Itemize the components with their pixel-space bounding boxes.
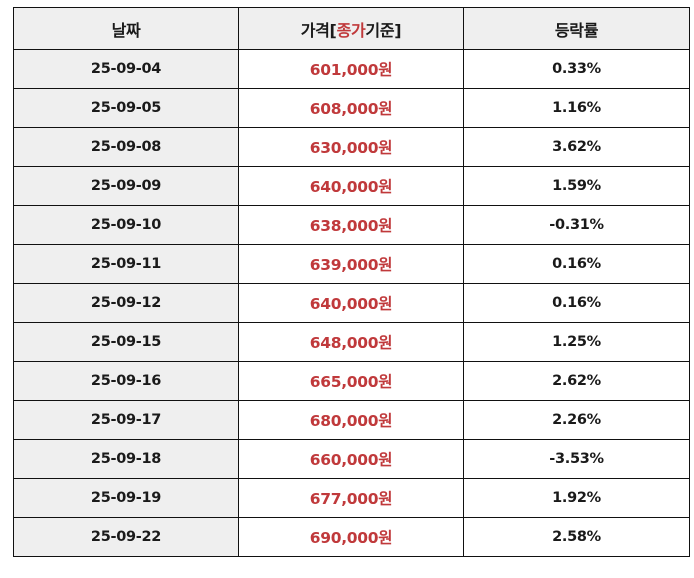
- table-row: 25-09-15 648,000원 1.25%: [13, 322, 690, 362]
- price-cell: 660,000원: [238, 439, 464, 479]
- stock-price-table: 날짜 가격[종가기준] 등락률 25-09-04 601,000원 0.33% 25-…: [13, 7, 690, 557]
- table-row: 25-09-19 677,000원 1.92%: [13, 478, 690, 518]
- change-cell: 0.16%: [463, 244, 690, 284]
- date-cell: 25-09-10: [13, 205, 239, 245]
- price-cell: 677,000원: [238, 478, 464, 518]
- change-cell: 2.62%: [463, 361, 690, 401]
- change-cell: 2.26%: [463, 400, 690, 440]
- price-cell: 601,000원: [238, 49, 464, 89]
- table-row: 25-09-10 638,000원 -0.31%: [13, 205, 690, 245]
- change-cell: 3.62%: [463, 127, 690, 167]
- header-price-accent: 종가: [336, 20, 366, 40]
- table-row: 25-09-18 660,000원 -3.53%: [13, 439, 690, 479]
- change-cell: 1.25%: [463, 322, 690, 362]
- price-cell: 640,000원: [238, 166, 464, 206]
- header-change: 등락률: [463, 7, 690, 50]
- price-cell: 639,000원: [238, 244, 464, 284]
- change-cell: -3.53%: [463, 439, 690, 479]
- date-cell: 25-09-16: [13, 361, 239, 401]
- header-row: 날짜 가격[종가기준] 등락률: [13, 7, 690, 50]
- change-cell: 2.58%: [463, 517, 690, 557]
- date-cell: 25-09-12: [13, 283, 239, 323]
- date-cell: 25-09-08: [13, 127, 239, 167]
- date-cell: 25-09-05: [13, 88, 239, 128]
- change-cell: 0.33%: [463, 49, 690, 89]
- table-row: 25-09-16 665,000원 2.62%: [13, 361, 690, 401]
- date-cell: 25-09-09: [13, 166, 239, 206]
- date-cell: 25-09-19: [13, 478, 239, 518]
- price-cell: 665,000원: [238, 361, 464, 401]
- date-cell: 25-09-04: [13, 49, 239, 89]
- table-row: 25-09-09 640,000원 1.59%: [13, 166, 690, 206]
- price-cell: 608,000원: [238, 88, 464, 128]
- date-cell: 25-09-11: [13, 244, 239, 284]
- change-cell: 1.59%: [463, 166, 690, 206]
- change-cell: 1.92%: [463, 478, 690, 518]
- date-cell: 25-09-18: [13, 439, 239, 479]
- header-price-prefix: 가격[: [300, 20, 337, 40]
- change-cell: 1.16%: [463, 88, 690, 128]
- price-cell: 638,000원: [238, 205, 464, 245]
- price-cell: 640,000원: [238, 283, 464, 323]
- table-row: 25-09-17 680,000원 2.26%: [13, 400, 690, 440]
- table-row: 25-09-05 608,000원 1.16%: [13, 88, 690, 128]
- header-price: 가격[종가기준]: [238, 7, 464, 50]
- date-cell: 25-09-17: [13, 400, 239, 440]
- price-cell: 680,000원: [238, 400, 464, 440]
- header-price-suffix: 기준]: [365, 20, 402, 40]
- price-cell: 630,000원: [238, 127, 464, 167]
- table-row: 25-09-22 690,000원 2.58%: [13, 517, 690, 557]
- change-cell: 0.16%: [463, 283, 690, 323]
- price-cell: 648,000원: [238, 322, 464, 362]
- table-row: 25-09-08 630,000원 3.62%: [13, 127, 690, 167]
- table-row: 25-09-04 601,000원 0.33%: [13, 49, 690, 89]
- table-row: 25-09-12 640,000원 0.16%: [13, 283, 690, 323]
- table-row: 25-09-11 639,000원 0.16%: [13, 244, 690, 284]
- change-cell: -0.31%: [463, 205, 690, 245]
- header-date: 날짜: [13, 7, 239, 50]
- price-cell: 690,000원: [238, 517, 464, 557]
- date-cell: 25-09-22: [13, 517, 239, 557]
- date-cell: 25-09-15: [13, 322, 239, 362]
